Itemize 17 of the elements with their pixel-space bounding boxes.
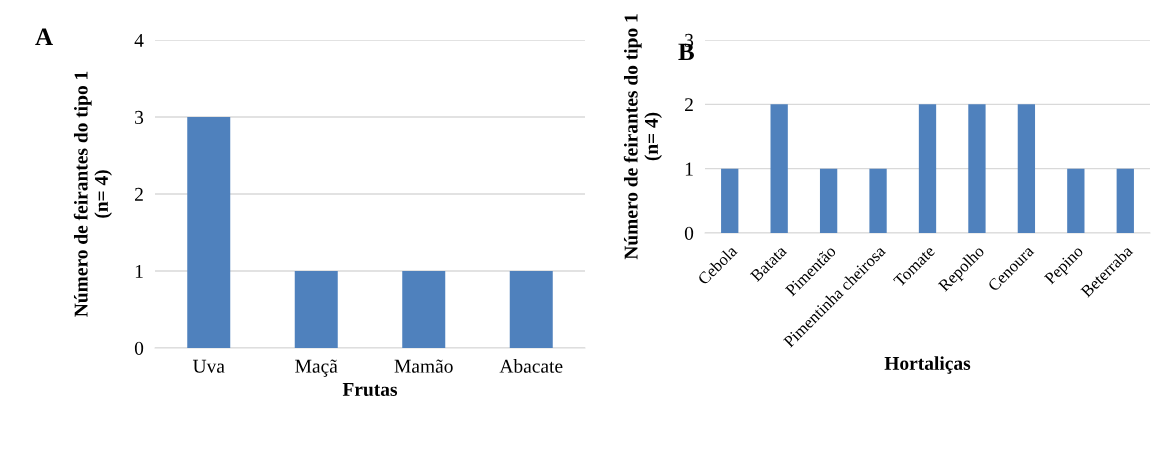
x-tick-label: Abacate [499, 359, 563, 373]
y-tick-label: 3 [135, 110, 144, 124]
y-axis-title: Número de feirantes do tipo 1 (n= 4) [623, 14, 662, 260]
y-tick-label: 1 [685, 162, 693, 176]
x-tick-label: Uva [192, 359, 225, 373]
y-tick-label: 0 [134, 341, 144, 355]
y-tick-label: 4 [134, 33, 144, 47]
y-tick-label: 1 [135, 264, 143, 278]
y-tick-label: 0 [684, 226, 694, 240]
x-axis-title: Hortaliças [884, 356, 971, 374]
x-tick-label: Mamão [394, 359, 453, 373]
chart-title: A [35, 28, 53, 45]
x-axis-title: Frutas [342, 383, 398, 397]
y-axis-title: Número de feirantes do tipo 1 (n= 4) [73, 71, 112, 317]
x-tick-label: Maçã [295, 359, 338, 377]
y-tick-label: 2 [685, 98, 693, 112]
y-tick-label: 2 [135, 187, 143, 201]
